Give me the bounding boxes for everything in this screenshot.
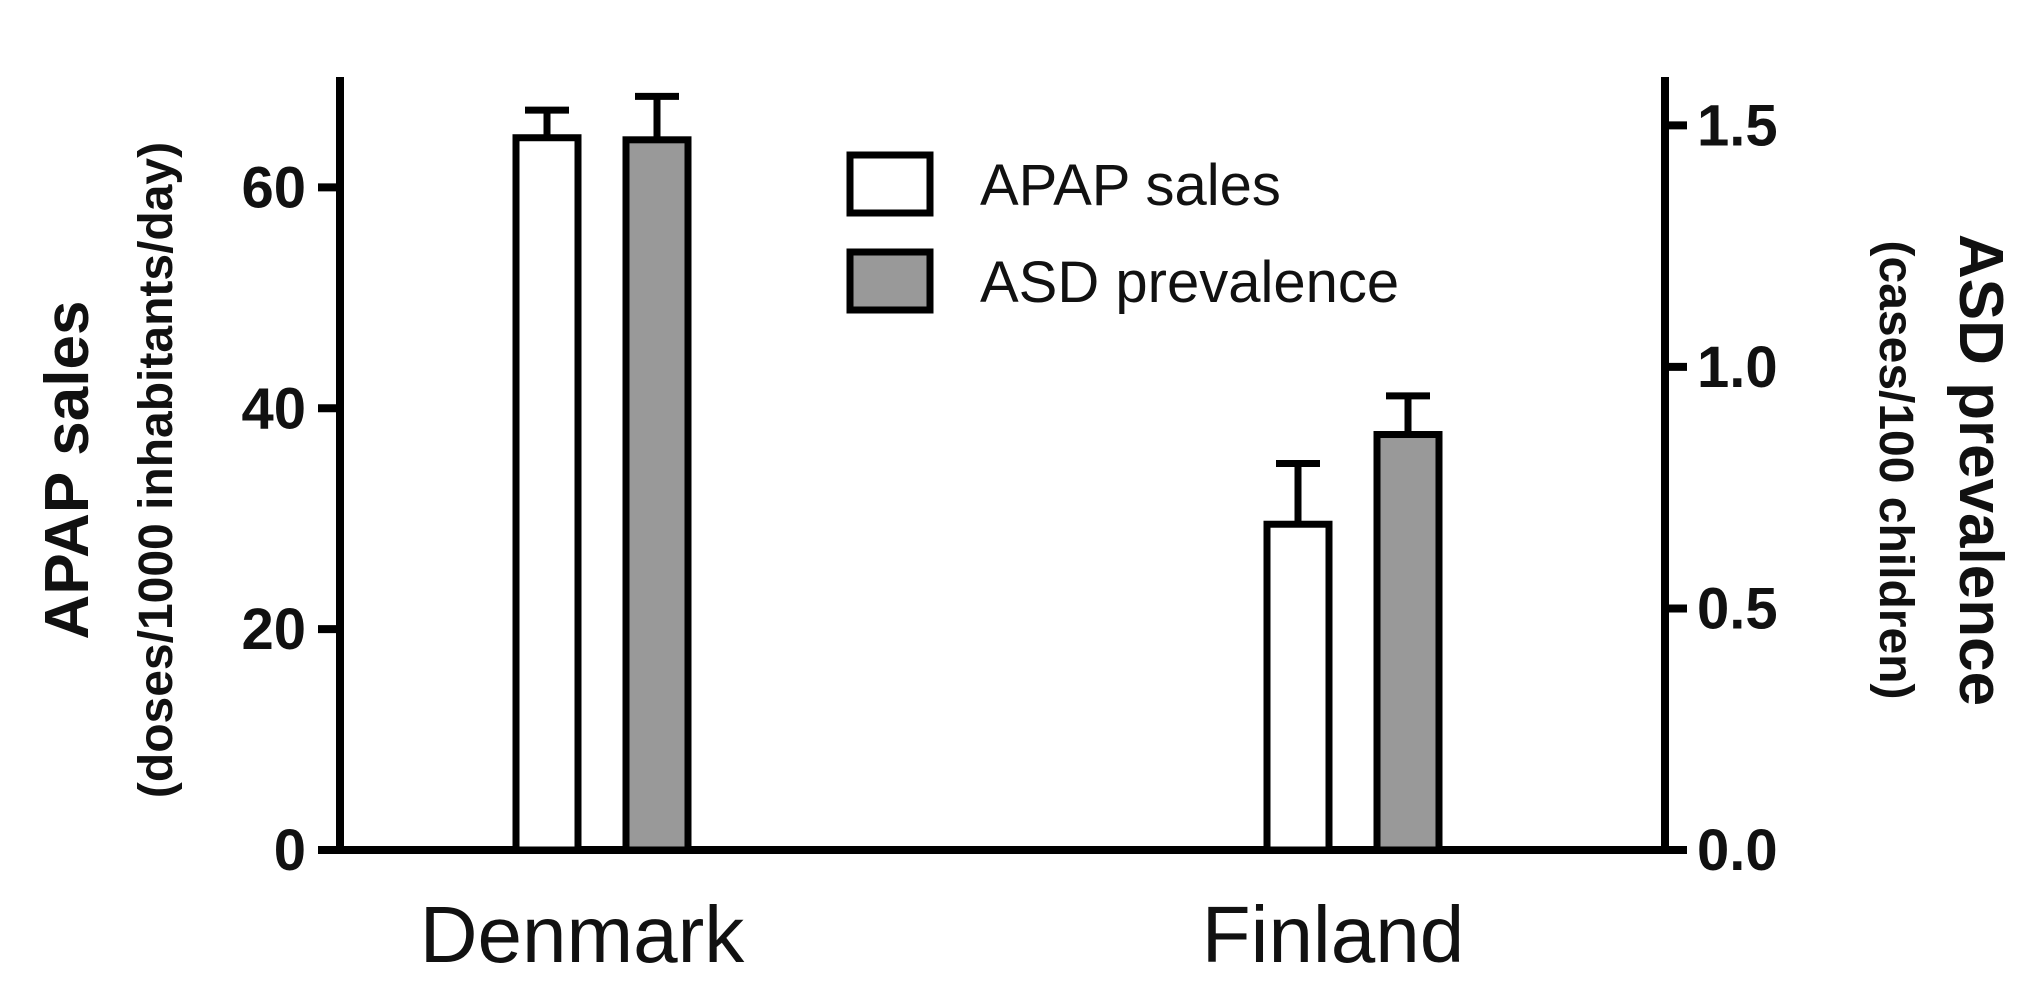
legend-label-apap: APAP sales [980, 153, 1281, 218]
right-axis-title: ASD prevalence [1946, 234, 2015, 706]
bar [1373, 431, 1443, 854]
left-tick-label: 60 [241, 155, 306, 220]
legend-swatch-apap [846, 151, 934, 217]
left-tick-label: 40 [241, 376, 306, 441]
right-axis-subtitle: (cases/100 children) [1869, 241, 1922, 700]
right-tick-label: 0.5 [1697, 576, 1778, 641]
x-category-label: Finland [1202, 890, 1464, 979]
right-tick-label: 1.5 [1697, 93, 1778, 158]
left-tick-label: 20 [241, 597, 306, 662]
legend: APAP sales ASD prevalence [846, 151, 1399, 315]
legend-label-asd: ASD prevalence [980, 250, 1399, 315]
right-tick-label: 1.0 [1697, 335, 1778, 400]
x-category-label: Denmark [420, 890, 746, 979]
bar [622, 136, 692, 854]
bar [1263, 520, 1333, 854]
legend-swatch-asd [846, 248, 934, 314]
left-tick-label: 0 [274, 818, 306, 883]
left-axis-subtitle: (doses/1000 inhabitants/day) [130, 142, 183, 798]
bars-layer [512, 92, 1443, 854]
right-tick-label: 0.0 [1697, 818, 1778, 883]
bar [512, 134, 582, 854]
left-axis-title: APAP sales [33, 301, 102, 640]
